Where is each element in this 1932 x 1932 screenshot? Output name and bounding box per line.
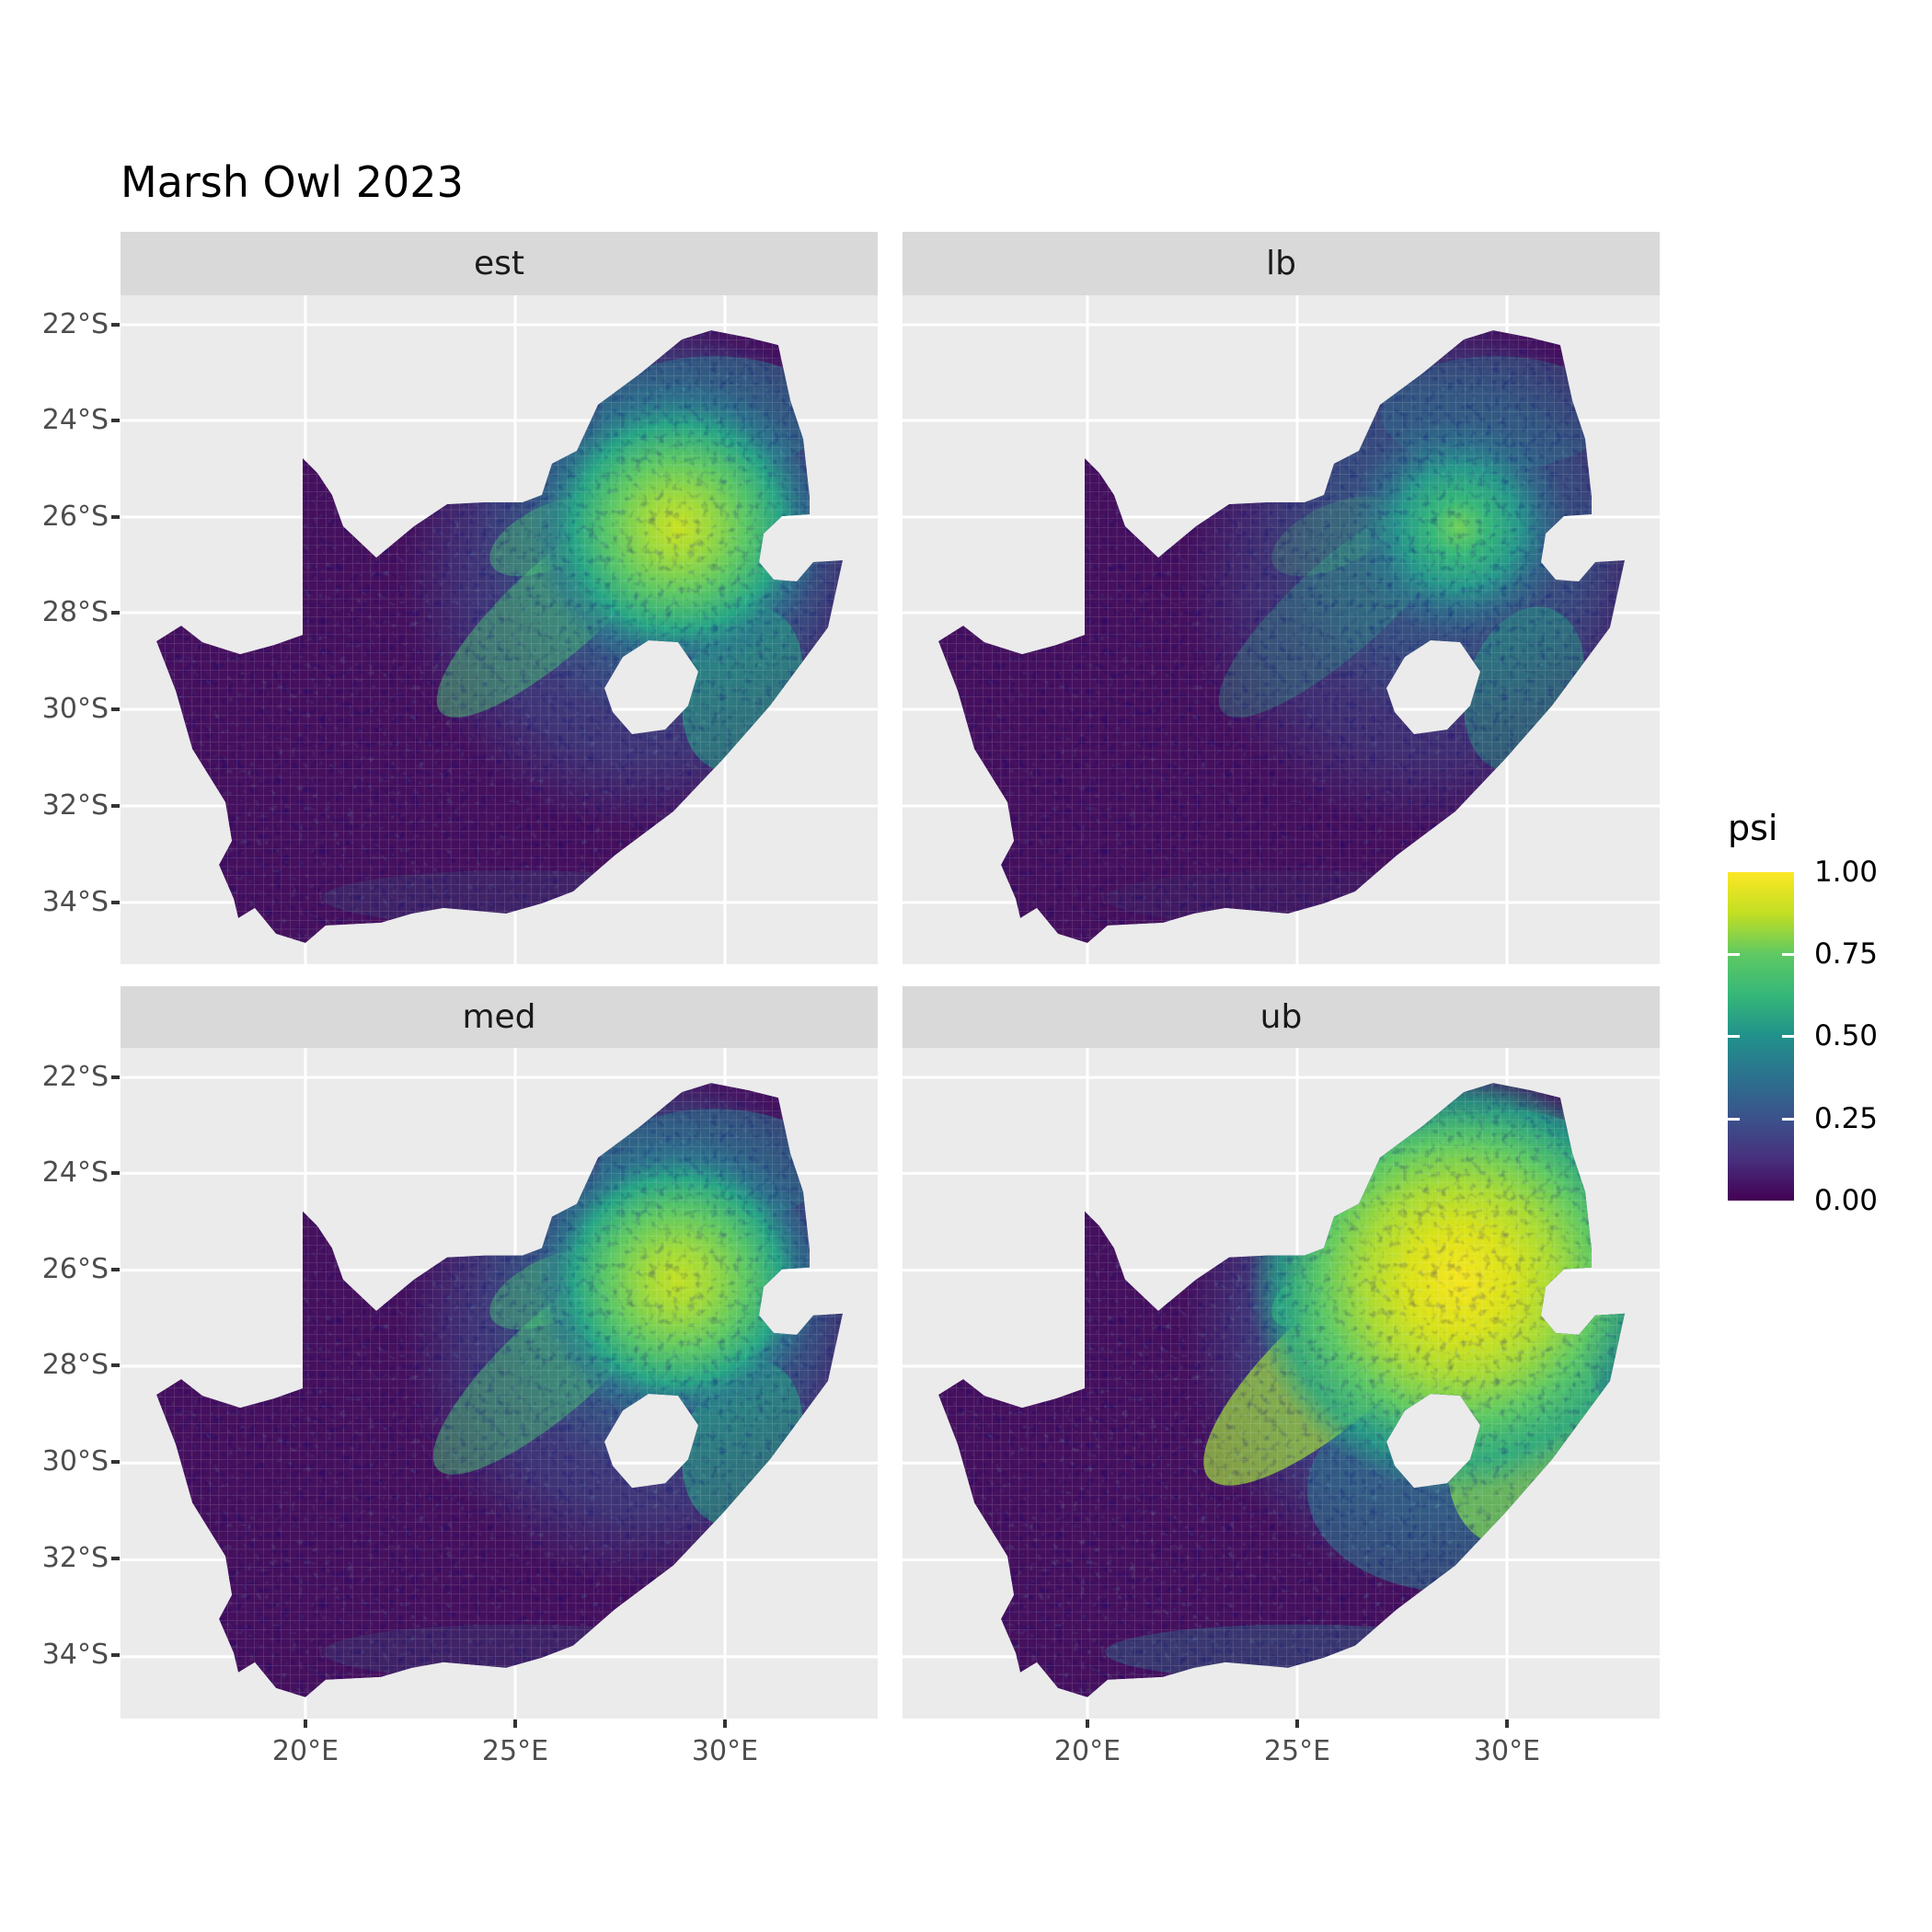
map-panel-est xyxy=(121,295,878,964)
facet-strip-label: med xyxy=(462,998,536,1036)
facet-strip-med: med xyxy=(121,986,878,1048)
x-tick-label: 20°E xyxy=(271,1735,339,1767)
y-tick-label: 26°S xyxy=(41,1253,109,1285)
y-tick-label: 30°S xyxy=(41,693,109,725)
y-tick-mark xyxy=(111,1171,120,1175)
legend-tick-mark xyxy=(1728,1118,1740,1121)
legend-tick-label: 0.50 xyxy=(1814,1019,1879,1052)
facet-strip-lb: lb xyxy=(903,232,1660,295)
legend-tick-label: 0.00 xyxy=(1814,1184,1879,1217)
legend-tick-mark xyxy=(1782,1118,1794,1121)
y-tick-label: 30°S xyxy=(41,1445,109,1478)
legend-tick-mark xyxy=(1728,1035,1740,1038)
x-tick-label: 25°E xyxy=(481,1735,549,1767)
y-tick-mark xyxy=(111,1653,120,1657)
y-tick-mark xyxy=(111,1363,120,1367)
y-tick-label: 28°S xyxy=(41,1349,109,1381)
y-tick-mark xyxy=(111,901,120,904)
plot-title: Marsh Owl 2023 xyxy=(121,157,464,207)
facet-strip-label: ub xyxy=(1259,998,1303,1036)
y-tick-mark xyxy=(111,1460,120,1464)
facet-strip-label: lb xyxy=(1266,245,1296,282)
y-tick-label: 28°S xyxy=(41,596,109,628)
x-tick-mark xyxy=(723,1719,727,1728)
x-tick-label: 25°E xyxy=(1263,1735,1331,1767)
y-tick-mark xyxy=(111,515,120,519)
map-panel-lb xyxy=(903,295,1660,964)
y-tick-mark xyxy=(111,1557,120,1560)
y-tick-mark xyxy=(111,323,120,327)
y-tick-mark xyxy=(111,1075,120,1079)
x-tick-mark xyxy=(1505,1719,1509,1728)
legend-tick-mark xyxy=(1782,1035,1794,1038)
facet-strip-ub: ub xyxy=(903,986,1660,1048)
facet-strip-est: est xyxy=(121,232,878,295)
y-tick-label: 34°S xyxy=(41,1639,109,1671)
x-tick-mark xyxy=(1295,1719,1299,1728)
y-tick-label: 26°S xyxy=(41,500,109,533)
legend-title: psi xyxy=(1728,808,1778,848)
x-tick-mark xyxy=(1086,1719,1089,1728)
y-tick-label: 32°S xyxy=(41,789,109,822)
x-tick-label: 30°E xyxy=(1473,1735,1541,1767)
y-tick-mark xyxy=(111,419,120,422)
x-tick-label: 30°E xyxy=(691,1735,759,1767)
y-tick-label: 32°S xyxy=(41,1542,109,1574)
y-tick-mark xyxy=(111,707,120,711)
y-tick-mark xyxy=(111,611,120,615)
y-tick-label: 24°S xyxy=(41,1156,109,1189)
facet-strip-label: est xyxy=(473,245,525,282)
legend-colorbar xyxy=(1728,872,1794,1201)
x-tick-mark xyxy=(513,1719,517,1728)
legend-tick-label: 0.75 xyxy=(1814,937,1879,971)
y-tick-label: 34°S xyxy=(41,886,109,918)
y-tick-label: 22°S xyxy=(41,1061,109,1093)
x-tick-label: 20°E xyxy=(1053,1735,1121,1767)
y-tick-label: 22°S xyxy=(41,308,109,340)
map-panel-ub xyxy=(903,1048,1660,1719)
y-tick-label: 24°S xyxy=(41,404,109,436)
legend-tick-label: 1.00 xyxy=(1814,856,1879,889)
y-tick-mark xyxy=(111,1268,120,1271)
legend-tick-label: 0.25 xyxy=(1814,1102,1879,1135)
map-panel-med xyxy=(121,1048,878,1719)
y-tick-mark xyxy=(111,804,120,808)
legend-tick-mark xyxy=(1782,953,1794,956)
x-tick-mark xyxy=(304,1719,307,1728)
legend-tick-mark xyxy=(1728,953,1740,956)
